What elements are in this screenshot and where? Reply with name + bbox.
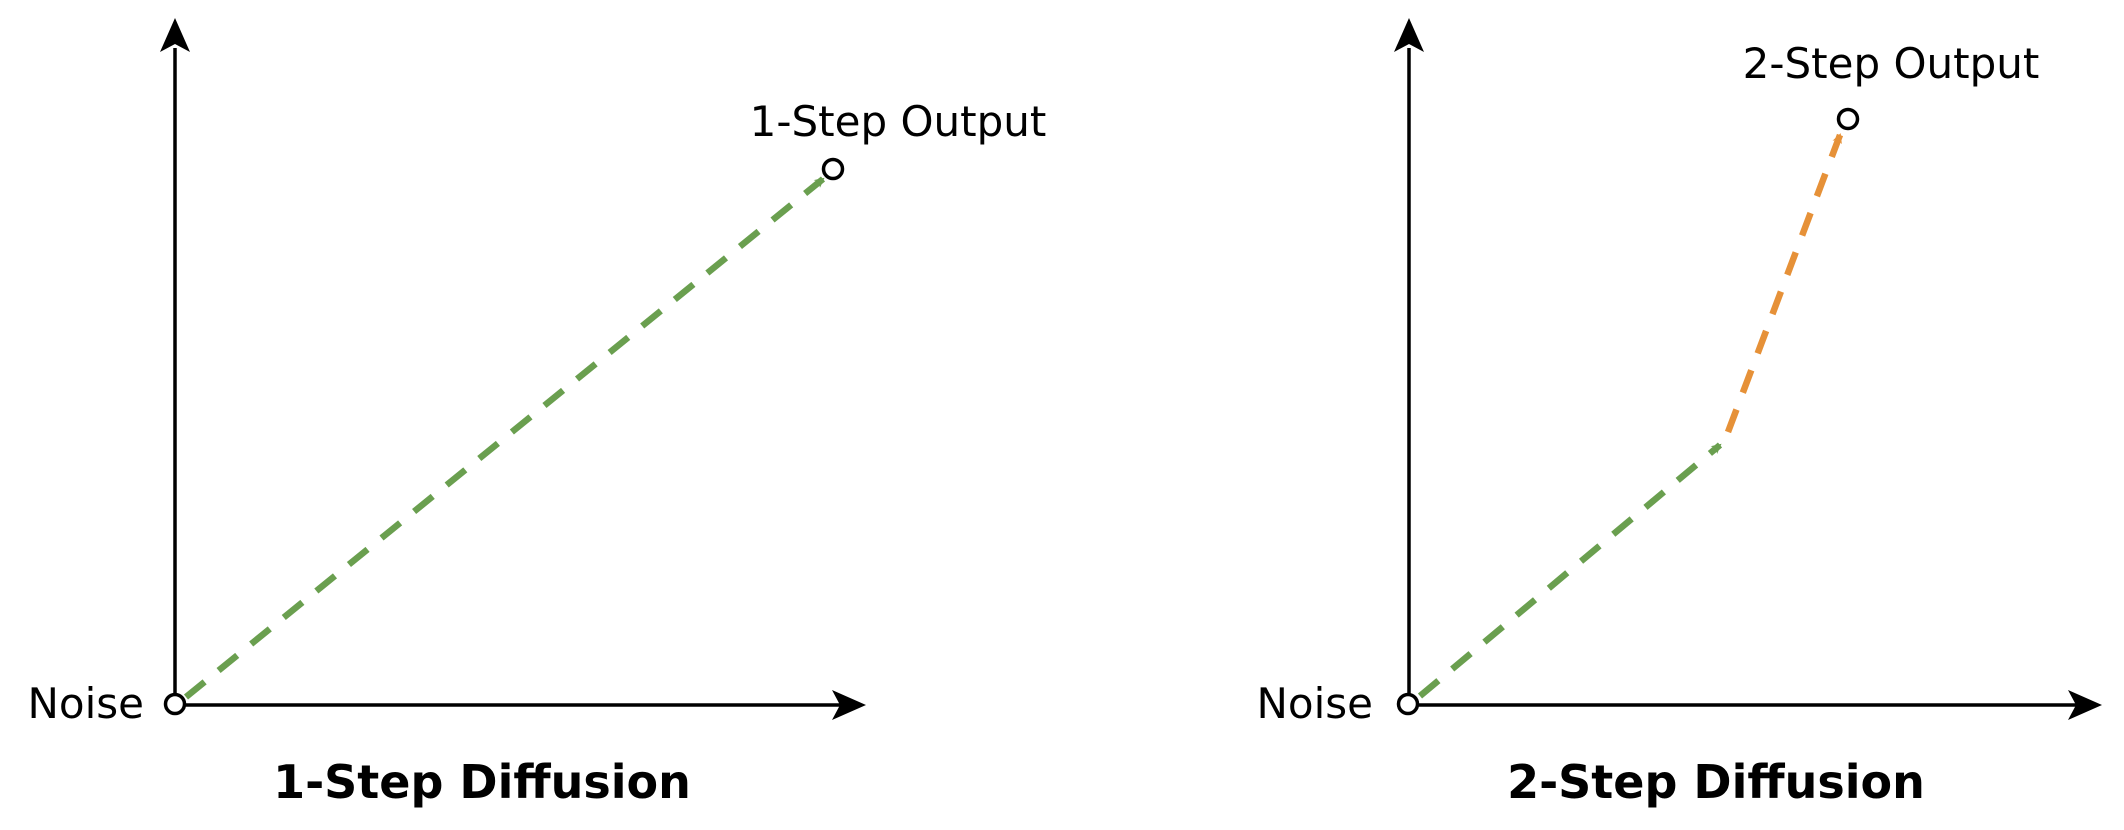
output-point (821, 157, 845, 181)
noise-point (1396, 692, 1420, 716)
x-axis-arrowhead (2068, 690, 2102, 720)
panel-1-step: Noise 1-Step Output 1-Step Diffusion (27, 18, 1046, 809)
step-1-arrow (1417, 442, 1723, 699)
output-label: 2-Step Output (1743, 39, 2040, 88)
step-1-arrow (183, 176, 826, 700)
noise-label: Noise (27, 679, 144, 728)
output-label: 1-Step Output (750, 97, 1047, 146)
x-axis-arrowhead (832, 690, 866, 720)
panel-caption: 1-Step Diffusion (273, 755, 691, 809)
output-point (1836, 107, 1860, 131)
y-axis-arrowhead (160, 18, 190, 52)
step-2-arrow (1724, 133, 1844, 434)
panel-2-step: Noise 2-Step Output 2-Step Diffusion (1256, 18, 2102, 809)
panel-caption: 2-Step Diffusion (1507, 755, 1925, 809)
noise-label: Noise (1256, 679, 1373, 728)
y-axis-arrowhead (1394, 18, 1424, 52)
noise-point (163, 692, 187, 716)
